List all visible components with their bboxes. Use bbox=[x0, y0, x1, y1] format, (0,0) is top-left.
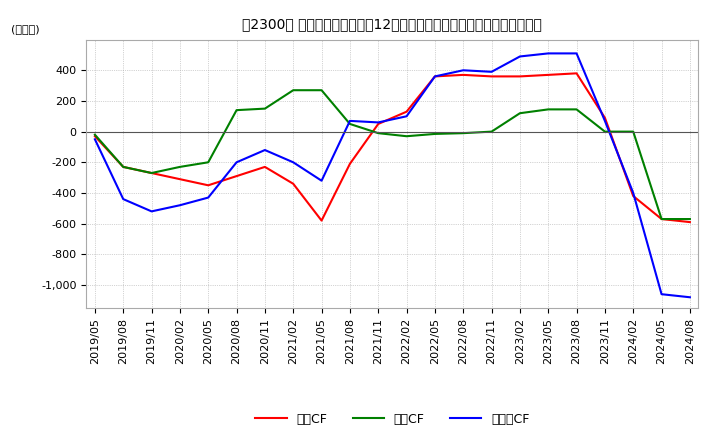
営業CF bbox=[544, 72, 552, 77]
投資CF bbox=[459, 131, 467, 136]
Line: 投資CF: 投資CF bbox=[95, 90, 690, 219]
フリーCF bbox=[261, 147, 269, 153]
Line: 営業CF: 営業CF bbox=[95, 73, 690, 222]
投資CF bbox=[204, 160, 212, 165]
投資CF bbox=[544, 107, 552, 112]
フリーCF bbox=[516, 54, 524, 59]
営業CF bbox=[685, 220, 694, 225]
フリーCF bbox=[572, 51, 581, 56]
営業CF bbox=[91, 134, 99, 139]
営業CF bbox=[148, 170, 156, 176]
投資CF bbox=[346, 121, 354, 127]
投資CF bbox=[261, 106, 269, 111]
営業CF bbox=[374, 121, 382, 127]
営業CF bbox=[572, 71, 581, 76]
投資CF bbox=[600, 129, 609, 134]
フリーCF bbox=[289, 160, 297, 165]
フリーCF bbox=[204, 195, 212, 200]
Title: 　2300、 キャッシュフローの12か月移動合計の対前年同期増減額の推移: 2300、 キャッシュフローの12か月移動合計の対前年同期増減額の推移 bbox=[243, 18, 542, 32]
フリーCF bbox=[233, 160, 241, 165]
Legend: 営業CF, 投資CF, フリーCF: 営業CF, 投資CF, フリーCF bbox=[251, 407, 534, 431]
Line: フリーCF: フリーCF bbox=[95, 53, 690, 297]
フリーCF bbox=[318, 178, 326, 183]
投資CF bbox=[318, 88, 326, 93]
営業CF bbox=[657, 216, 666, 222]
投資CF bbox=[402, 134, 411, 139]
営業CF bbox=[431, 74, 439, 79]
投資CF bbox=[176, 164, 184, 169]
投資CF bbox=[289, 88, 297, 93]
フリーCF bbox=[629, 191, 637, 196]
営業CF bbox=[119, 164, 127, 169]
フリーCF bbox=[91, 137, 99, 142]
営業CF bbox=[629, 194, 637, 199]
フリーCF bbox=[459, 68, 467, 73]
Y-axis label: (百万円): (百万円) bbox=[11, 24, 40, 34]
フリーCF bbox=[176, 202, 184, 208]
営業CF bbox=[487, 74, 496, 79]
投資CF bbox=[629, 129, 637, 134]
フリーCF bbox=[374, 120, 382, 125]
投資CF bbox=[685, 216, 694, 222]
営業CF bbox=[402, 109, 411, 114]
営業CF bbox=[318, 218, 326, 223]
営業CF bbox=[516, 74, 524, 79]
投資CF bbox=[91, 132, 99, 137]
投資CF bbox=[487, 129, 496, 134]
投資CF bbox=[431, 131, 439, 136]
投資CF bbox=[374, 131, 382, 136]
フリーCF bbox=[119, 197, 127, 202]
営業CF bbox=[176, 176, 184, 182]
営業CF bbox=[233, 173, 241, 179]
フリーCF bbox=[544, 51, 552, 56]
営業CF bbox=[204, 183, 212, 188]
フリーCF bbox=[487, 69, 496, 74]
投資CF bbox=[572, 107, 581, 112]
営業CF bbox=[289, 181, 297, 187]
営業CF bbox=[261, 164, 269, 169]
投資CF bbox=[233, 107, 241, 113]
フリーCF bbox=[346, 118, 354, 124]
営業CF bbox=[459, 72, 467, 77]
投資CF bbox=[119, 164, 127, 169]
投資CF bbox=[516, 110, 524, 116]
フリーCF bbox=[600, 118, 609, 124]
フリーCF bbox=[685, 295, 694, 300]
営業CF bbox=[346, 161, 354, 166]
投資CF bbox=[657, 216, 666, 222]
営業CF bbox=[600, 115, 609, 121]
フリーCF bbox=[402, 114, 411, 119]
投資CF bbox=[148, 170, 156, 176]
フリーCF bbox=[148, 209, 156, 214]
フリーCF bbox=[431, 74, 439, 79]
フリーCF bbox=[657, 292, 666, 297]
